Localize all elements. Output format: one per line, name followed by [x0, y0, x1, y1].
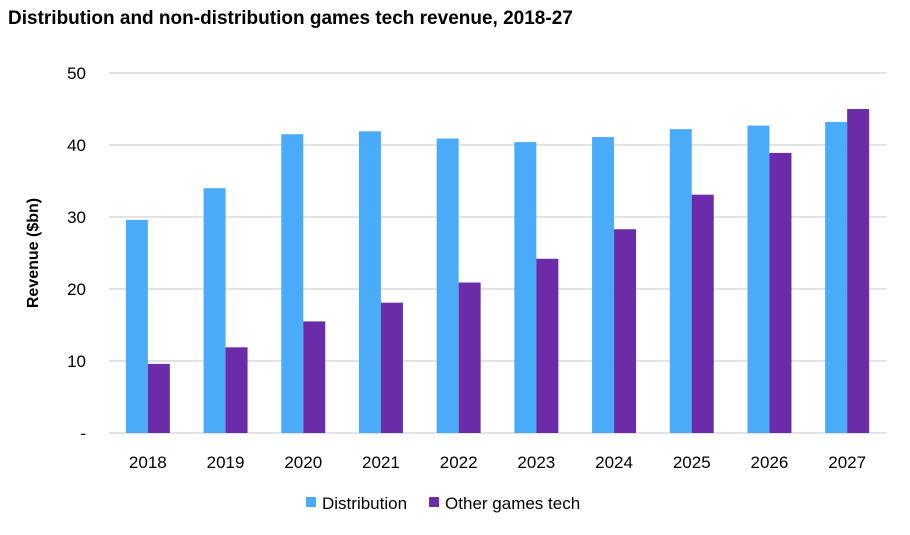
legend-swatch — [306, 497, 316, 507]
x-tick-label: 2027 — [828, 453, 866, 472]
bar-other-games-tech-2018 — [147, 363, 170, 433]
bar-distribution-2022 — [436, 138, 459, 433]
x-tick-label: 2023 — [517, 453, 555, 472]
y-tick-label: 40 — [67, 136, 86, 155]
chart-title: Distribution and non-distribution games … — [8, 8, 573, 29]
bar-other-games-tech-2019 — [225, 347, 248, 433]
y-tick-label: 30 — [67, 208, 86, 227]
bar-distribution-2023 — [514, 142, 537, 433]
y-tick-label: 20 — [67, 280, 86, 299]
y-tick-label: 50 — [67, 64, 86, 83]
bar-other-games-tech-2023 — [536, 258, 559, 433]
bar-other-games-tech-2024 — [614, 229, 637, 433]
legend-label: Other games tech — [445, 494, 580, 513]
bar-distribution-2024 — [592, 137, 615, 433]
bar-distribution-2026 — [747, 125, 770, 433]
legend-label: Distribution — [322, 494, 407, 513]
y-tick-label: - — [80, 424, 86, 443]
x-tick-label: 2021 — [362, 453, 400, 472]
bar-other-games-tech-2022 — [458, 282, 481, 433]
bar-other-games-tech-2025 — [691, 194, 714, 433]
bar-other-games-tech-2020 — [303, 321, 326, 433]
x-tick-label: 2022 — [440, 453, 478, 472]
x-tick-label: 2025 — [673, 453, 711, 472]
x-tick-label: 2020 — [284, 453, 322, 472]
bar-other-games-tech-2021 — [380, 302, 403, 433]
bar-distribution-2027 — [825, 121, 848, 434]
y-axis-label: Revenue ($bn) — [25, 198, 42, 308]
y-tick-label: 10 — [67, 352, 86, 371]
x-tick-label: 2019 — [207, 453, 245, 472]
bar-distribution-2021 — [358, 131, 381, 433]
x-tick-label: 2018 — [129, 453, 167, 472]
bar-distribution-2019 — [203, 188, 226, 433]
legend-swatch — [429, 497, 440, 507]
x-tick-label: 2024 — [595, 453, 633, 472]
bar-distribution-2020 — [281, 134, 304, 433]
bar-other-games-tech-2027 — [847, 109, 870, 433]
x-tick-label: 2026 — [751, 453, 789, 472]
bar-distribution-2018 — [125, 219, 148, 433]
bar-other-games-tech-2026 — [769, 152, 792, 434]
bar-distribution-2025 — [669, 129, 692, 433]
